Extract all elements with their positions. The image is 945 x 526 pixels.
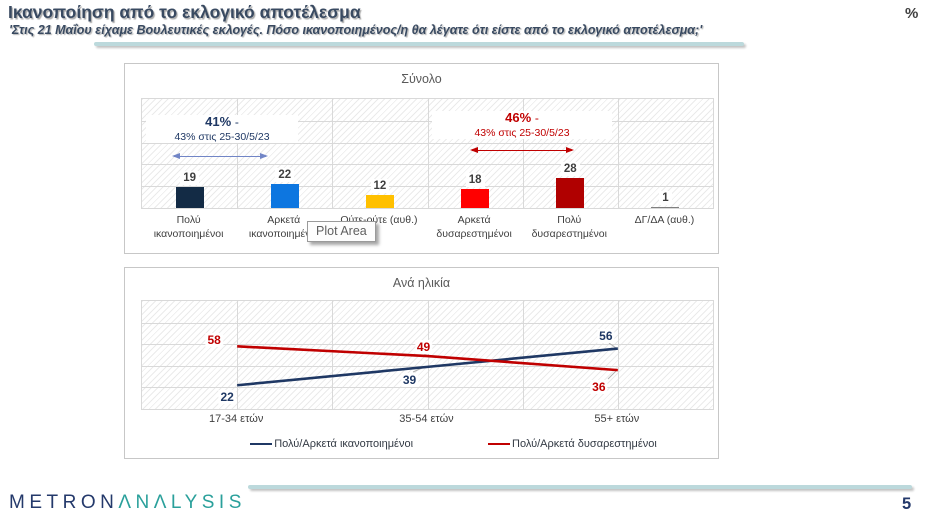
annotation-pct: 46% [505,110,532,125]
page-number: 5 [902,495,912,513]
footer-divider [248,485,912,489]
bar-chart[interactable]: Σύνολο 19 22 12 18 28 1 41% - 43% στις 25-30/… [124,63,719,254]
gridline-vertical [617,301,619,409]
gridline-vertical [522,99,524,208]
plot-area-tooltip: Plot Area [307,221,376,242]
annotation-previous-value: 43% στις 25-30/5/23 [174,130,270,143]
xaxis-label: 55+ ετών [594,413,640,425]
bar-column: 28 [523,161,618,208]
legend: Πολύ/Αρκετά ικανοποιημένοι Πολύ/Αρκετά δυ… [157,438,750,450]
bar-column: 18 [428,172,523,208]
xaxis-label: 17-34 ετών [208,413,264,425]
legend-label: Πολύ/Αρκετά δυσαρεστημένοι [512,438,657,450]
bar-value-label: 18 [465,172,485,187]
bar [270,184,299,208]
line-value-label: 36 [590,380,608,395]
legend-line-icon [250,442,273,446]
gridline-vertical [237,301,239,409]
bar-plot-area[interactable]: 19 22 12 18 28 1 41% - 43% στις 25-30/5/23 46… [141,98,714,209]
gridline-vertical [522,301,524,409]
bar-columns: 19 22 12 18 28 1 [142,99,713,208]
bar-column: 19 [142,171,237,208]
annotation-suffix: - [534,111,539,125]
gridline-vertical [617,99,619,208]
logo-part-analysis: ΛΝΛLYSIS [118,492,246,513]
legend-item: Πολύ/Αρκετά ικανοποιημένοι [250,438,413,450]
bar [461,188,490,208]
label-leader-line [608,342,617,349]
dissatisfied-range-arrow-icon [470,146,574,153]
page-subtitle: 'Στις 21 Μαΐου είχαμε Βουλευτικές εκλογέ… [9,23,703,37]
legend-line-icon [488,442,511,446]
category-label: Πολύ δυσαρεστημένοι [531,214,607,240]
annotation-pct: 41% [205,114,232,129]
bar-category-row: Πολύ ικανοποιημένοι Αρκετά ικανοποιημένοι… [141,214,712,241]
header-divider [94,42,744,46]
xaxis-label: 35-54 ετών [399,413,454,425]
line-plot-area[interactable]: 22 39 56 58 49 36 [141,300,714,410]
line-xaxis-row: 17-34 ετών 35-54 ετών 55+ ετών [141,413,712,425]
bar [175,187,204,208]
line-value-label: 49 [414,340,433,355]
line-series [237,347,618,387]
line-value-label: 39 [400,372,419,387]
gridline-vertical [427,99,429,208]
line-series-svg [237,342,618,387]
category-label: Αρκετά δυσαρεστημένοι [436,214,512,240]
category-label: Αρκετά ικανοποιημένοι [248,214,319,240]
bar-column: 1 [618,190,713,208]
bar-value-label: 22 [275,168,295,183]
gridline-vertical [332,99,334,208]
bar-column: 22 [237,168,332,208]
annotation-suffix: - [234,115,239,129]
unit-label: % [905,5,919,22]
annotation-previous-value: 43% στις 25-30/5/23 [474,126,570,139]
gridline-vertical [332,301,334,409]
category-label: ΔΓ/ΔΑ (αυθ.) [634,214,695,226]
bar-value-label: 19 [180,171,199,186]
metron-analysis-logo: METRONΛΝΛLYSIS [9,492,246,514]
bar-chart-title: Σύνολο [401,72,442,86]
bar [365,195,394,208]
category-label: Πολύ ικανοποιημένοι [153,214,224,240]
line-chart-title: Ανά ηλικία [392,276,451,290]
line-value-label: 58 [205,333,223,348]
bar-column: 12 [332,179,427,208]
bar-value-label: 12 [370,179,390,194]
line-value-label: 56 [597,328,615,343]
page-title: Ικανοποίηση από το εκλογικό αποτέλεσμα [8,2,361,22]
label-leader-line [607,370,617,380]
line-chart[interactable]: Ανά ηλικία 22 39 56 58 49 36 17-34 ετών 35-54 … [124,267,719,459]
satisfied-range-arrow-icon [172,152,268,159]
bar [556,177,585,208]
gridline-vertical [237,99,239,208]
line-series [237,345,618,372]
line-value-label: 22 [218,390,236,405]
annotation-dissatisfied: 46% - 43% στις 25-30/5/23 [432,110,612,139]
bar-value-label: 1 [659,190,672,205]
annotation-satisfied: 41% - 43% στις 25-30/5/23 [146,114,298,143]
logo-part-metron: METRON [9,492,119,513]
bar-value-label: 28 [560,161,580,176]
bar [651,206,680,208]
legend-item: Πολύ/Αρκετά δυσαρεστημένοι [488,438,657,450]
legend-label: Πολύ/Αρκετά ικανοποιημένοι [274,438,414,450]
